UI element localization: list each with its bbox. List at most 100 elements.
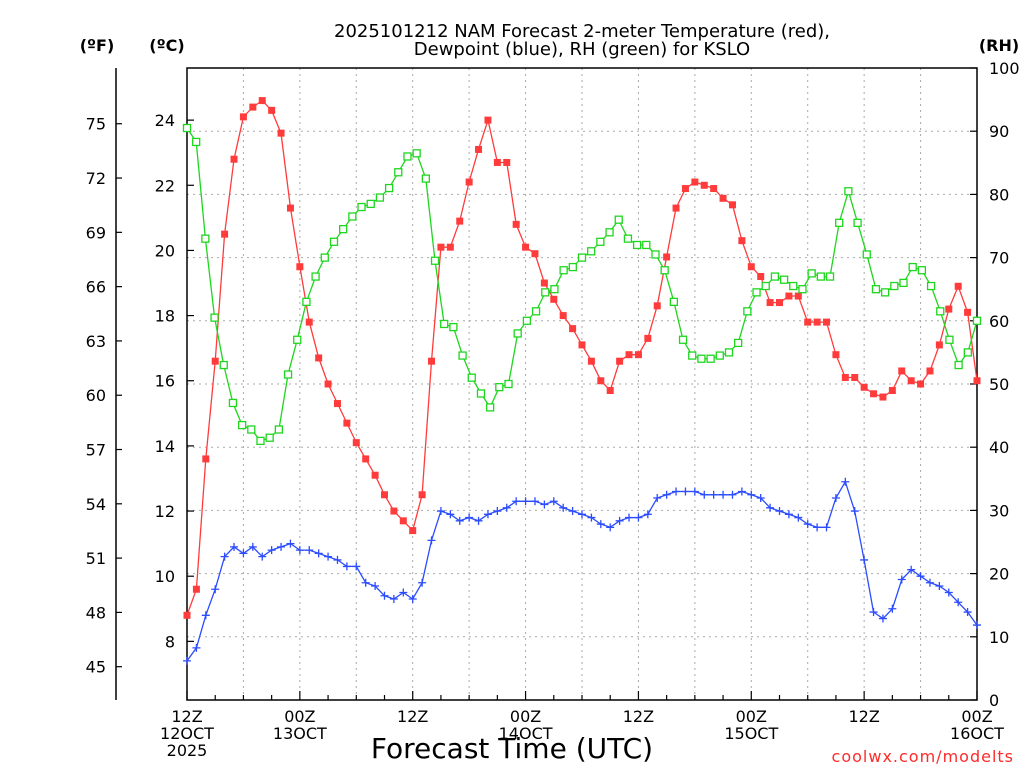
dewpoint-point — [662, 490, 671, 499]
x-tick-label: 15OCT — [724, 724, 778, 743]
temperature-point — [851, 373, 859, 381]
rh-point — [715, 351, 724, 360]
rh-point — [366, 199, 375, 209]
dewpoint-point — [493, 507, 502, 516]
x-tick-label: 2025 — [167, 741, 208, 760]
rh-point — [899, 278, 908, 288]
temperature-point — [710, 185, 718, 193]
dewpoint-point — [719, 490, 728, 499]
rh-point — [430, 256, 440, 265]
dewpoint-point — [192, 643, 201, 652]
dewpoint-point — [897, 575, 906, 584]
rh-tick-label: 80 — [989, 185, 1009, 204]
temperature-point — [239, 113, 247, 121]
dewpoint-point — [408, 595, 417, 604]
temperature-point — [587, 357, 595, 365]
temperature-point — [954, 282, 962, 290]
dewpoint-point — [371, 581, 380, 590]
rh-point — [688, 351, 697, 360]
temperature-point — [728, 201, 736, 209]
temperature-point — [399, 517, 407, 525]
dewpoint-point — [183, 656, 191, 665]
rh-point — [779, 275, 789, 284]
dewpoint-point — [314, 549, 323, 558]
dewpoint-point — [521, 497, 530, 506]
dewpoint-point — [502, 503, 511, 512]
rh-tick-label: 90 — [989, 122, 1009, 141]
rh-point — [237, 420, 247, 430]
dewpoint-point — [784, 510, 793, 519]
dewpoint-point — [295, 546, 304, 555]
rh-tick-label: 50 — [989, 375, 1009, 394]
temperature-point — [813, 318, 821, 326]
fahrenheit-tick-label: 72 — [86, 169, 106, 188]
rh-point — [972, 316, 982, 325]
temperature-point — [456, 217, 464, 225]
dewpoint-point — [625, 513, 634, 522]
temperature-point — [945, 305, 953, 313]
rh-point — [559, 266, 568, 275]
axes: 8 10 12 14 16 18 20 22 24 45 48 51 54 57 60 63 66 69 72 75 0… — [86, 59, 1020, 760]
temperature-point — [428, 357, 436, 365]
temperature-point — [860, 383, 868, 391]
rh-point — [440, 319, 449, 329]
dewpoint-point — [277, 542, 286, 551]
rh-point — [283, 370, 293, 379]
rh-tick-label: 30 — [989, 501, 1009, 520]
dewpoint-point — [248, 542, 257, 551]
celsius-tick-label: 24 — [155, 111, 175, 130]
temperature-point — [898, 367, 906, 375]
rh-point — [936, 307, 945, 316]
temperature-point — [418, 491, 426, 499]
temperature-point — [776, 299, 783, 307]
celsius-tick-label: 8 — [165, 632, 175, 651]
x-tick-label: 14OCT — [499, 724, 553, 743]
dewpoint-point — [305, 546, 314, 555]
grid-lines — [187, 68, 977, 700]
rh-point — [697, 354, 706, 363]
temperature-point — [663, 253, 671, 261]
temperature-point — [550, 295, 558, 303]
rh-point — [596, 237, 605, 246]
celsius-tick-label: 16 — [155, 372, 175, 391]
rh-point — [274, 425, 284, 434]
rh-point — [219, 360, 228, 370]
dewpoint-point — [418, 578, 427, 587]
dewpoint-point — [324, 552, 333, 561]
temperature-point — [211, 357, 219, 365]
rh-tick-label: 20 — [989, 565, 1009, 584]
temperature-point — [691, 178, 699, 186]
celsius-tick-label: 12 — [155, 502, 175, 521]
dewpoint-point — [455, 516, 464, 525]
temperature-point — [917, 380, 925, 388]
temperature-point — [964, 308, 972, 316]
fahrenheit-tick-label: 45 — [86, 658, 106, 677]
dewpoint-point — [916, 572, 925, 581]
temperature-point — [230, 155, 238, 163]
dewpoint-point — [935, 581, 944, 590]
x-tick-label: 00Z — [736, 707, 767, 726]
rh-point — [642, 240, 651, 250]
rh-tick-label: 70 — [989, 249, 1009, 268]
dewpoint-point — [239, 549, 248, 558]
x-tick-label: 00Z — [961, 707, 992, 726]
rh-point — [293, 335, 302, 344]
temperature-point — [522, 243, 530, 251]
dewpoint-point — [211, 585, 220, 594]
temperature-point — [305, 318, 313, 326]
rh-point — [734, 338, 743, 348]
temperature-point — [644, 334, 652, 342]
dewpoint-point — [756, 494, 765, 503]
temperature-point — [832, 351, 840, 359]
temperature-point — [324, 380, 332, 388]
rh-point — [880, 288, 890, 297]
dewpoint-point — [399, 588, 408, 597]
temperature-point — [747, 263, 755, 271]
dewpoint-point — [775, 507, 784, 516]
temperature-point — [973, 377, 981, 385]
rh-point — [724, 348, 734, 357]
x-tick-label: 12Z — [397, 707, 428, 726]
dewpoint-point — [596, 520, 605, 529]
x-tick-label: 12OCT — [160, 724, 214, 743]
rh-point — [743, 307, 752, 316]
